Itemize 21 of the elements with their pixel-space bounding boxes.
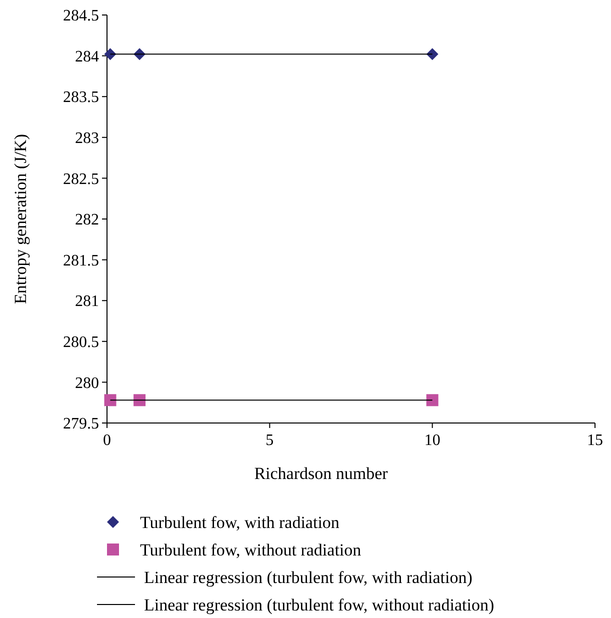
x-axis-title: Richardson number: [254, 464, 388, 483]
x-tick-label: 5: [266, 432, 274, 449]
legend-label: Turbulent fow, without radiation: [140, 540, 362, 560]
y-tick-label: 284: [75, 48, 99, 66]
y-tick-label: 284.5: [63, 8, 99, 25]
y-tick-label: 279.5: [63, 416, 99, 433]
x-tick-label: 15: [587, 432, 603, 449]
legend-label: Linear regression (turbulent fow, with radiation): [144, 568, 472, 587]
y-tick-label: 282: [75, 212, 99, 229]
y-tick-label: 283.5: [63, 89, 99, 106]
x-tick-label: 10: [424, 432, 440, 449]
y-tick-label: 281: [75, 293, 99, 310]
y-axis-title: Entropy generation (J/K): [11, 134, 30, 304]
legend-label: Linear regression (turbulent fow, without radiation): [144, 595, 494, 614]
y-tick-label: 280: [75, 374, 99, 392]
x-tick-label: 0: [103, 432, 111, 449]
y-tick-label: 283: [75, 130, 99, 147]
y-tick-label: 282.5: [63, 170, 99, 188]
legend-label: Turbulent fow, with radiation: [140, 512, 340, 532]
y-tick-label: 280.5: [63, 334, 99, 351]
y-tick-label: 281.5: [63, 252, 99, 270]
